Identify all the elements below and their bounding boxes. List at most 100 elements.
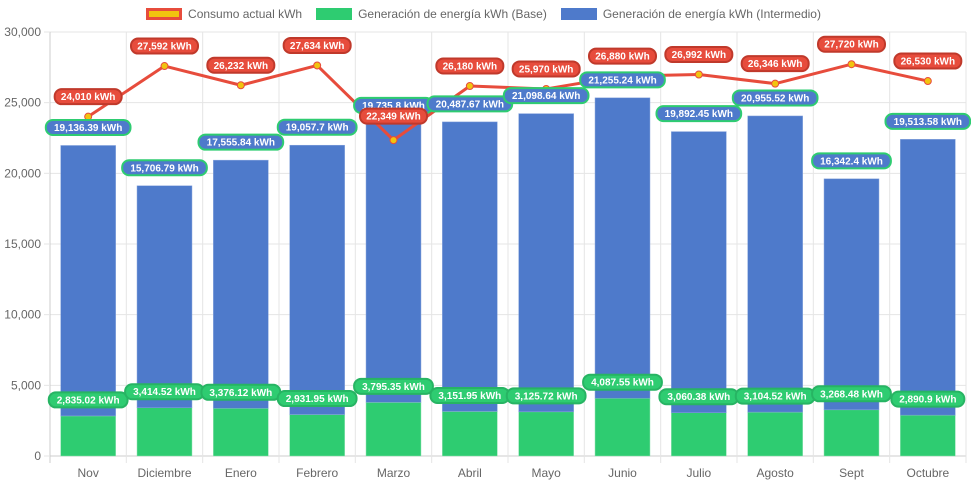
bar-base[interactable] — [671, 412, 727, 457]
data-label-consumo: 26,880 kWh — [595, 52, 649, 63]
data-label-consumo-bg — [740, 55, 810, 73]
data-label-consumo: 26,346 kWh — [748, 59, 802, 70]
data-label-intermedio: 21,098.64 kWh — [512, 91, 580, 102]
data-label-consumo-bg — [435, 57, 505, 75]
data-label-base: 3,125.72 kWh — [515, 391, 578, 402]
bar-intermedio[interactable] — [671, 131, 727, 413]
data-label-base: 3,414.52 kWh — [133, 387, 196, 398]
bar-base[interactable] — [518, 411, 574, 457]
legend-item-intermedio[interactable]: Generación de energía kWh (Intermedio) — [560, 7, 821, 21]
x-axis: Nov Diciembre Enero Febrero Marzo Abril Mayo Ju… — [77, 466, 949, 480]
consumo-point[interactable] — [847, 60, 856, 69]
x-tick-label: Enero — [225, 466, 257, 480]
x-tick-label: Sept — [839, 466, 864, 480]
bar-intermedio[interactable] — [289, 144, 345, 415]
data-label-base: 2,835.02 kWh — [57, 395, 120, 406]
consumo-line-path — [87, 62, 929, 142]
data-label-consumo-bg — [511, 60, 581, 78]
legend-swatch-intermedio — [560, 8, 597, 20]
x-tick-label: Julio — [686, 466, 711, 480]
bar-intermedio[interactable] — [442, 121, 498, 412]
data-label-base-bg — [276, 390, 358, 408]
y-tick-label: 5,000 — [11, 378, 41, 392]
consumo-point[interactable] — [160, 62, 169, 71]
data-label-base-bg — [47, 391, 129, 409]
bar-base[interactable] — [365, 402, 422, 457]
bar-base[interactable] — [442, 411, 498, 457]
data-label-base: 3,151.95 kWh — [438, 391, 501, 402]
legend-swatch-base — [316, 8, 353, 20]
data-label-intermedio: 19,513.58 kWh — [894, 117, 962, 128]
data-labels: 2,835.02 kWh 3,414.52 kWh 3,376.12 kWh 2,93… — [44, 35, 971, 409]
x-tick-label: Junio — [608, 466, 637, 480]
bar-base[interactable] — [136, 407, 193, 457]
bar-base[interactable] — [60, 415, 116, 457]
x-tick-label: Nov — [77, 466, 98, 480]
data-label-consumo: 24,010 kWh — [61, 92, 115, 103]
consumo-point[interactable] — [923, 77, 932, 86]
consumo-point[interactable] — [389, 136, 398, 145]
x-tick-label: Marzo — [377, 466, 411, 480]
bar-intermedio[interactable] — [60, 145, 116, 417]
legend-label-consumo: Consumo actual kWh — [188, 7, 303, 21]
bar-intermedio[interactable] — [900, 139, 956, 416]
bar-base[interactable] — [900, 414, 956, 457]
data-label-consumo-bg — [817, 35, 886, 53]
data-label-consumo: 27,720 kWh — [824, 40, 878, 51]
bars — [60, 97, 956, 457]
data-label-consumo: 26,992 kWh — [672, 50, 726, 61]
data-label-intermedio: 17,555.84 kWh — [207, 138, 275, 149]
data-label-base-bg — [505, 387, 587, 405]
data-label-base-bg — [811, 385, 892, 403]
data-label-base: 3,104.52 kWh — [744, 392, 807, 403]
y-axis: 0 5,000 10,000 15,000 20,000 25,000 30,000 — [4, 25, 50, 463]
legend-swatch-consumo — [146, 8, 183, 20]
legend-item-consumo[interactable]: Consumo actual kWh — [146, 7, 302, 21]
x-tick-label: Octubre — [906, 466, 949, 480]
bar-base[interactable] — [594, 397, 651, 457]
consumo-point[interactable] — [236, 81, 245, 90]
bar-intermedio[interactable] — [747, 115, 803, 413]
bar-intermedio[interactable] — [518, 113, 574, 413]
data-label-consumo: 26,180 kWh — [443, 61, 497, 72]
data-label-intermedio: 20,487.67 kWh — [436, 99, 504, 110]
data-label-consumo-bg — [53, 88, 123, 106]
bar-intermedio[interactable] — [213, 159, 269, 409]
bar-base[interactable] — [213, 408, 269, 457]
data-label-consumo: 27,634 kWh — [290, 41, 344, 52]
data-label-base-bg — [353, 377, 434, 395]
y-tick-label: 0 — [34, 449, 41, 463]
consumo-point[interactable] — [465, 81, 474, 90]
x-tick-label: Diciembre — [137, 466, 191, 480]
y-tick-label: 20,000 — [4, 166, 41, 180]
bar-base[interactable] — [747, 411, 803, 457]
consumo-point[interactable] — [771, 79, 780, 88]
bar-intermedio[interactable] — [365, 123, 422, 403]
data-label-intermedio: 19,136.39 kWh — [54, 123, 122, 134]
data-label-intermedio-bg — [197, 133, 285, 151]
data-label-base: 2,931.95 kWh — [286, 394, 349, 405]
consumo-point[interactable] — [694, 70, 703, 79]
bar-intermedio[interactable] — [594, 97, 651, 399]
legend-item-base[interactable]: Generación de energía kWh (Base) — [316, 7, 547, 21]
bar-base[interactable] — [823, 409, 880, 457]
data-label-intermedio: 19,892.45 kWh — [665, 109, 733, 120]
data-label-consumo-bg — [664, 46, 734, 64]
x-tick-label: Febrero — [296, 466, 338, 480]
data-label-consumo-bg — [282, 36, 352, 54]
consumo-point[interactable] — [313, 61, 322, 70]
data-label-intermedio-bg — [884, 112, 971, 130]
data-label-consumo-bg — [206, 56, 276, 74]
data-label-intermedio-bg — [44, 118, 132, 136]
data-label-intermedio-bg — [655, 105, 743, 123]
bar-base[interactable] — [289, 414, 345, 457]
data-label-base-bg — [582, 373, 663, 391]
bar-intermedio[interactable] — [136, 185, 193, 408]
x-tick-label: Mayo — [531, 466, 561, 480]
data-label-base: 3,268.48 kWh — [820, 389, 883, 400]
data-label-consumo: 26,530 kWh — [901, 57, 955, 68]
bar-intermedio[interactable] — [823, 178, 880, 411]
legend-label-intermedio: Generación de energía kWh (Intermedio) — [602, 7, 821, 21]
data-label-base-bg — [890, 390, 966, 408]
